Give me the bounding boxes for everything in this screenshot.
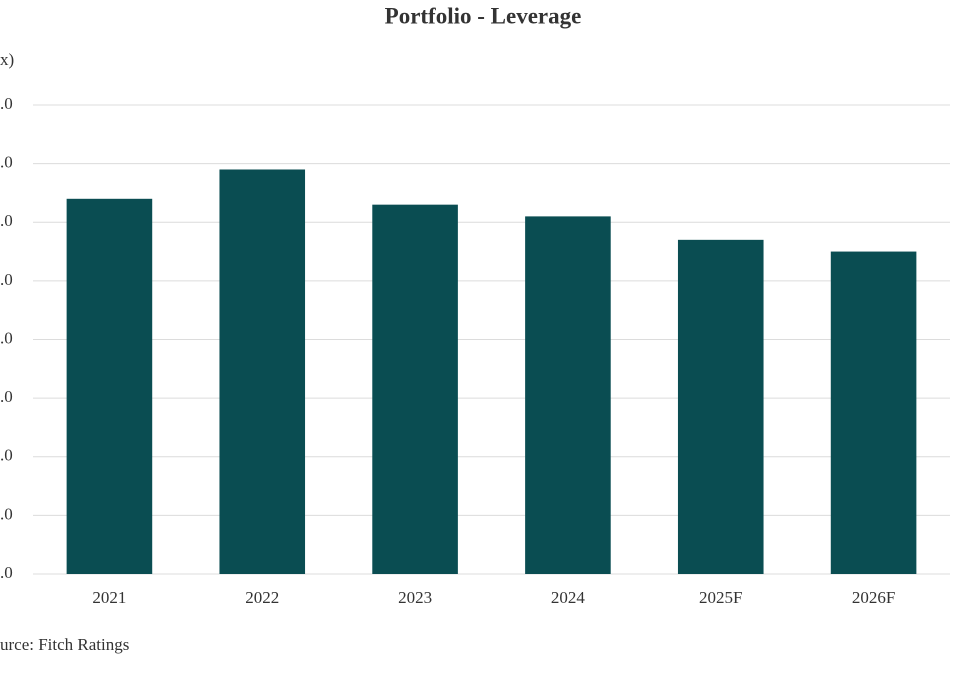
y-tick-label: .0: [0, 211, 13, 230]
y-tick-label: .0: [0, 504, 13, 523]
x-tick-label: 2021: [92, 588, 126, 607]
y-tick-label: .0: [0, 153, 13, 172]
bar: [677, 239, 764, 574]
x-tick-label: 2023: [398, 588, 432, 607]
bar: [372, 204, 458, 574]
bar: [66, 198, 153, 575]
bar: [525, 216, 611, 574]
bar: [219, 169, 306, 575]
y-axis-label: x): [0, 50, 14, 69]
y-tick-label: .0: [0, 387, 13, 406]
x-tick-label: 2026F: [852, 588, 895, 607]
x-tick-label: 2024: [551, 588, 586, 607]
bar: [830, 251, 917, 574]
y-tick-label: .0: [0, 94, 13, 113]
y-tick-label: .0: [0, 563, 13, 582]
source: urce: Fitch Ratings: [0, 635, 129, 654]
x-tick-label: 2022: [245, 588, 279, 607]
x-tick-label: 2025F: [699, 588, 742, 607]
y-tick-label: .0: [0, 328, 13, 347]
chart-title: Portfolio - Leverage: [385, 3, 582, 28]
y-tick-label: .0: [0, 446, 13, 465]
y-tick-label: .0: [0, 270, 13, 289]
